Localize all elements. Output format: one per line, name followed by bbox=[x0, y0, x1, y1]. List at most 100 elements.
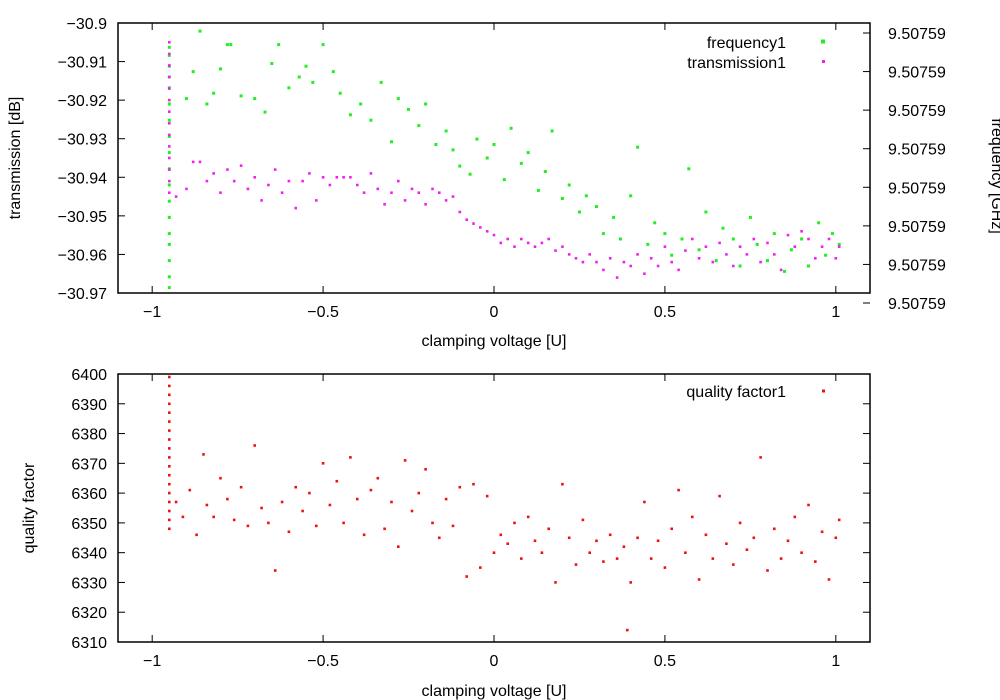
top-legend: frequency1 transmission1 bbox=[687, 35, 825, 72]
data-point-frequency1 bbox=[263, 110, 267, 114]
data-point-frequency1 bbox=[543, 170, 547, 173]
data-point-transmission1 bbox=[684, 249, 687, 252]
data-point-quality-factor1 bbox=[205, 503, 209, 507]
data-point-quality-factor1 bbox=[349, 456, 352, 459]
data-point-quality-factor1 bbox=[622, 545, 626, 548]
data-point-transmission1 bbox=[827, 237, 831, 241]
data-point-transmission1 bbox=[697, 257, 701, 260]
data-point-transmission1 bbox=[465, 218, 468, 221]
data-point-transmission1 bbox=[342, 176, 345, 179]
data-point-transmission1 bbox=[622, 260, 626, 264]
data-point-quality-factor1 bbox=[438, 536, 441, 540]
data-point-quality-factor1 bbox=[315, 524, 318, 528]
top-y2-axis-label: frequency [GHz] bbox=[988, 118, 1000, 234]
y2-tick-label: 9.50759 bbox=[888, 142, 946, 159]
top-y-ticks: −30.9 −30.91 −30.92 −30.93 −30.94 −30.95 −30.9… bbox=[58, 16, 125, 303]
data-point-frequency1 bbox=[219, 67, 222, 71]
x-tick-label: −0.5 bbox=[307, 304, 339, 321]
data-point-quality-factor1 bbox=[246, 524, 250, 528]
data-point-transmission1 bbox=[807, 237, 810, 241]
data-point-quality-factor1 bbox=[451, 524, 455, 528]
y2-tick-label: 9.50759 bbox=[888, 296, 946, 313]
data-point-transmission1 bbox=[369, 172, 373, 175]
data-point-frequency1 bbox=[321, 43, 325, 47]
legend-label-transmission1: transmission1 bbox=[687, 55, 786, 72]
data-point-frequency1 bbox=[612, 215, 616, 219]
data-point-frequency1 bbox=[766, 259, 769, 263]
data-point-quality-factor1 bbox=[335, 479, 339, 483]
data-point-quality-factor1 bbox=[540, 551, 544, 554]
y-tick-label: −30.9 bbox=[67, 16, 108, 33]
y-tick-label: 6340 bbox=[71, 546, 107, 563]
y-tick-label: −30.96 bbox=[58, 247, 107, 264]
y2-tick-label: 9.50759 bbox=[888, 103, 946, 120]
data-point-frequency1 bbox=[578, 210, 581, 214]
data-point-quality-factor1 bbox=[615, 557, 619, 560]
data-point-transmission1 bbox=[444, 199, 448, 202]
data-point-transmission1 bbox=[773, 253, 776, 256]
y-tick-label: 6330 bbox=[71, 575, 107, 592]
data-point-frequency1 bbox=[167, 134, 171, 138]
data-point-transmission1 bbox=[834, 257, 838, 260]
data-point-transmission1 bbox=[615, 276, 619, 279]
data-point-quality-factor1 bbox=[684, 551, 687, 554]
data-point-quality-factor1 bbox=[301, 509, 304, 513]
data-point-transmission1 bbox=[472, 222, 475, 225]
data-point-transmission1 bbox=[513, 245, 516, 248]
data-point-quality-factor1 bbox=[202, 453, 205, 456]
data-point-frequency1 bbox=[824, 253, 828, 257]
data-point-transmission1 bbox=[677, 268, 680, 272]
data-point-transmission1 bbox=[533, 245, 537, 248]
data-point-frequency1 bbox=[653, 221, 657, 225]
data-point-quality-factor1 bbox=[168, 393, 171, 397]
data-point-quality-factor1 bbox=[595, 539, 598, 543]
data-point-transmission1 bbox=[636, 253, 639, 256]
data-point-transmission1 bbox=[294, 206, 297, 210]
data-point-frequency1 bbox=[783, 269, 786, 273]
data-point-transmission1 bbox=[656, 264, 660, 268]
data-point-frequency1 bbox=[390, 140, 393, 144]
data-point-transmission1 bbox=[349, 176, 352, 179]
data-point-transmission1 bbox=[649, 257, 653, 260]
data-point-quality-factor1 bbox=[779, 557, 783, 560]
data-point-frequency1 bbox=[451, 148, 455, 152]
data-point-frequency1 bbox=[297, 75, 301, 79]
data-point-transmission1 bbox=[168, 110, 171, 113]
data-point-frequency1 bbox=[167, 151, 171, 155]
y-tick-label: 6310 bbox=[71, 635, 107, 652]
data-point-transmission1 bbox=[451, 195, 455, 198]
y-tick-label: −30.97 bbox=[58, 286, 107, 303]
data-point-transmission1 bbox=[168, 145, 171, 148]
data-point-frequency1 bbox=[212, 91, 216, 95]
data-point-frequency1 bbox=[396, 97, 400, 101]
data-point-transmission1 bbox=[759, 260, 762, 264]
data-point-transmission1 bbox=[820, 245, 824, 248]
data-point-quality-factor1 bbox=[793, 515, 797, 519]
data-point-transmission1 bbox=[168, 191, 171, 194]
data-point-quality-factor1 bbox=[472, 482, 475, 486]
data-point-transmission1 bbox=[232, 179, 236, 183]
y-tick-label: 6320 bbox=[71, 605, 107, 622]
data-point-quality-factor1 bbox=[738, 521, 742, 525]
data-point-transmission1 bbox=[431, 187, 434, 191]
data-point-quality-factor1 bbox=[626, 628, 629, 632]
data-point-transmission1 bbox=[567, 253, 571, 256]
data-point-frequency1 bbox=[738, 264, 742, 268]
data-point-frequency1 bbox=[680, 237, 684, 241]
x-tick-label: −0.5 bbox=[307, 653, 339, 670]
bottom-plot-frame bbox=[117, 373, 871, 643]
transmission-frequency-panel: −1 −0.5 0 0.5 1 −30.9−30.91−30.92−30.93−30.9… bbox=[7, 16, 1000, 350]
data-point-transmission1 bbox=[738, 245, 742, 248]
data-point-quality-factor1 bbox=[649, 557, 653, 560]
data-point-quality-factor1 bbox=[643, 500, 646, 504]
data-point-transmission1 bbox=[390, 191, 393, 194]
data-point-quality-factor1 bbox=[492, 551, 496, 554]
data-point-transmission1 bbox=[212, 172, 215, 175]
data-point-frequency1 bbox=[338, 91, 342, 95]
top-series-marks bbox=[167, 29, 841, 290]
data-point-frequency1 bbox=[287, 86, 291, 90]
data-point-transmission1 bbox=[246, 187, 250, 191]
data-point-quality-factor1 bbox=[195, 533, 198, 537]
x-tick-label: 0.5 bbox=[654, 653, 676, 670]
